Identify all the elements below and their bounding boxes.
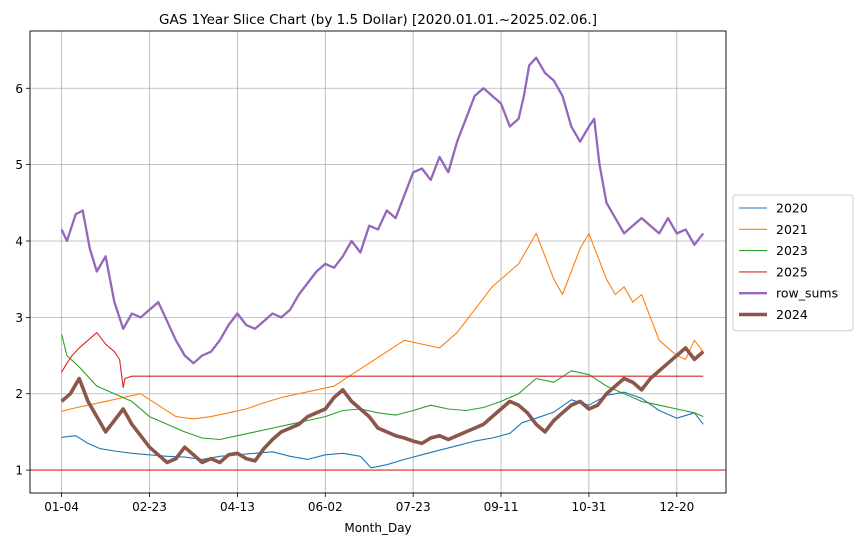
legend-label-2023: 2023 [776, 243, 808, 258]
y-tick-label: 4 [15, 235, 23, 249]
x-axis-label: Month_Day [344, 521, 411, 535]
legend-label-2025: 2025 [776, 264, 808, 279]
y-tick-label: 2 [15, 387, 23, 401]
legend-label-2021: 2021 [776, 222, 808, 237]
y-tick-label: 5 [15, 158, 23, 172]
x-tick-label: 06-02 [308, 500, 343, 514]
legend-label-2024: 2024 [776, 307, 808, 322]
y-tick-label: 6 [15, 82, 23, 96]
y-tick-label: 1 [15, 464, 23, 478]
x-tick-label: 02-23 [132, 500, 167, 514]
chart-title: GAS 1Year Slice Chart (by 1.5 Dollar) [2… [159, 12, 597, 28]
legend: 2020 2021 2023 2025 row_sums 2024 [732, 194, 854, 332]
x-tick-label: 10-31 [571, 500, 606, 514]
legend-label-2020: 2020 [776, 201, 808, 216]
series-line-2024 [60, 346, 705, 465]
x-tick-label: 09-11 [484, 500, 519, 514]
plot-frame [29, 30, 727, 494]
grid [30, 31, 726, 493]
y-tick-label: 3 [15, 311, 23, 325]
x-tick-label: 01-04 [44, 500, 79, 514]
series-line-row_sums [60, 56, 705, 365]
x-tick-label: 04-13 [220, 500, 255, 514]
x-tick-label: 12-20 [659, 500, 694, 514]
x-tick-label: 07-23 [396, 500, 431, 514]
series-line-2025 [61, 332, 704, 389]
legend-label-row_sums: row_sums [776, 286, 838, 301]
series-layer [30, 56, 726, 471]
series-line-2021 [61, 232, 704, 420]
axes: 01-04 02-23 04-13 06-02 07-23 09-11 10-31 12-20… [15, 82, 694, 514]
series-line-2023 [61, 334, 704, 441]
